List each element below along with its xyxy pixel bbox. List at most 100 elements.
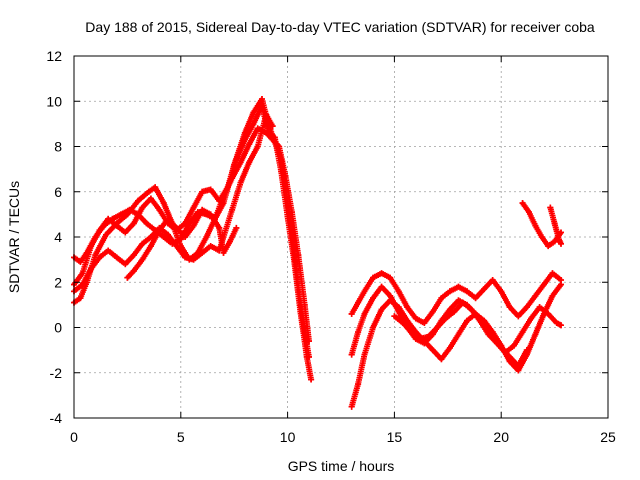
data-point — [226, 238, 233, 245]
data-point — [532, 222, 539, 229]
data-point — [361, 351, 368, 358]
data-point — [160, 234, 167, 240]
data-point — [540, 281, 547, 288]
data-point — [297, 308, 304, 315]
data-point — [199, 188, 206, 195]
data-point — [551, 220, 558, 227]
data-point — [519, 200, 526, 207]
data-point — [506, 304, 513, 311]
x-tick-label: 25 — [600, 429, 616, 445]
data-point — [216, 224, 223, 231]
data-point — [485, 331, 492, 338]
data-point — [291, 256, 298, 263]
x-axis-label: GPS time / hours — [288, 458, 395, 474]
data-point — [199, 249, 206, 256]
data-point — [549, 270, 556, 277]
y-tick-label: 2 — [54, 274, 62, 290]
data-point — [558, 281, 565, 288]
data-point — [545, 310, 552, 317]
data-point — [271, 134, 278, 141]
data-point — [92, 252, 99, 259]
data-point — [446, 344, 453, 351]
data-point — [79, 281, 86, 288]
y-axis-label: SDTVAR / TECUs — [6, 181, 22, 293]
data-point — [547, 204, 554, 211]
data-point — [284, 213, 291, 220]
data-point — [135, 197, 142, 204]
data-point — [77, 295, 84, 302]
data-point — [395, 304, 402, 311]
y-tick-label: 12 — [46, 48, 62, 64]
y-tick-label: 0 — [54, 320, 62, 336]
data-point — [207, 211, 214, 218]
data-point — [143, 220, 150, 227]
data-point — [434, 324, 441, 331]
data-point — [152, 184, 159, 191]
data-point — [250, 120, 257, 127]
y-tick-label: -2 — [50, 365, 63, 381]
data-point — [237, 179, 244, 186]
data-point — [429, 347, 436, 354]
series-arc9 — [391, 299, 565, 356]
data-point — [122, 261, 129, 268]
data-point — [348, 403, 355, 410]
data-point — [303, 353, 310, 360]
data-point — [459, 299, 466, 306]
data-point — [96, 227, 103, 234]
data-point — [395, 288, 402, 295]
data-point — [555, 236, 562, 243]
data-point — [472, 295, 479, 302]
data-point — [190, 256, 197, 263]
data-point — [88, 243, 95, 250]
data-point — [498, 288, 505, 295]
series-arc11 — [547, 204, 565, 247]
data-point — [506, 353, 513, 360]
data-point — [130, 267, 137, 274]
data-point — [139, 240, 146, 247]
x-tick-label: 20 — [493, 429, 509, 445]
data-point — [523, 304, 530, 311]
data-point — [113, 254, 120, 261]
data-point — [417, 335, 424, 342]
data-point — [489, 276, 496, 283]
data-point — [558, 240, 565, 247]
data-point — [113, 222, 120, 229]
data-point — [105, 247, 112, 254]
data-point — [412, 315, 419, 322]
x-tick-label: 10 — [280, 429, 296, 445]
data-point — [468, 306, 475, 313]
data-point — [528, 315, 535, 322]
data-point — [103, 231, 110, 238]
data-point — [425, 333, 432, 340]
data-point — [182, 254, 189, 261]
data-point — [233, 157, 240, 164]
y-tick-label: 8 — [54, 139, 62, 155]
data-point — [348, 310, 355, 317]
y-tick-label: 10 — [46, 93, 62, 109]
data-point — [549, 292, 556, 299]
y-tick-label: 6 — [54, 184, 62, 200]
data-point — [404, 317, 411, 324]
data-point — [145, 188, 152, 195]
data-point — [421, 319, 428, 326]
data-point — [182, 220, 189, 227]
data-point — [493, 340, 500, 347]
data-point — [515, 313, 522, 320]
series-arc6 — [348, 270, 565, 326]
data-point — [391, 313, 398, 320]
data-point — [387, 274, 394, 281]
data-point — [254, 143, 261, 150]
data-point — [558, 229, 565, 236]
data-point — [355, 329, 362, 336]
data-point — [408, 329, 415, 336]
data-point — [182, 234, 189, 240]
data-point — [399, 319, 406, 326]
data-point — [502, 349, 509, 356]
data-point — [446, 306, 453, 313]
x-tick-label: 5 — [177, 429, 185, 445]
data-point — [451, 308, 458, 315]
data-point — [105, 215, 112, 222]
data-point — [173, 224, 180, 231]
data-point — [265, 129, 272, 136]
data-point — [156, 206, 163, 213]
